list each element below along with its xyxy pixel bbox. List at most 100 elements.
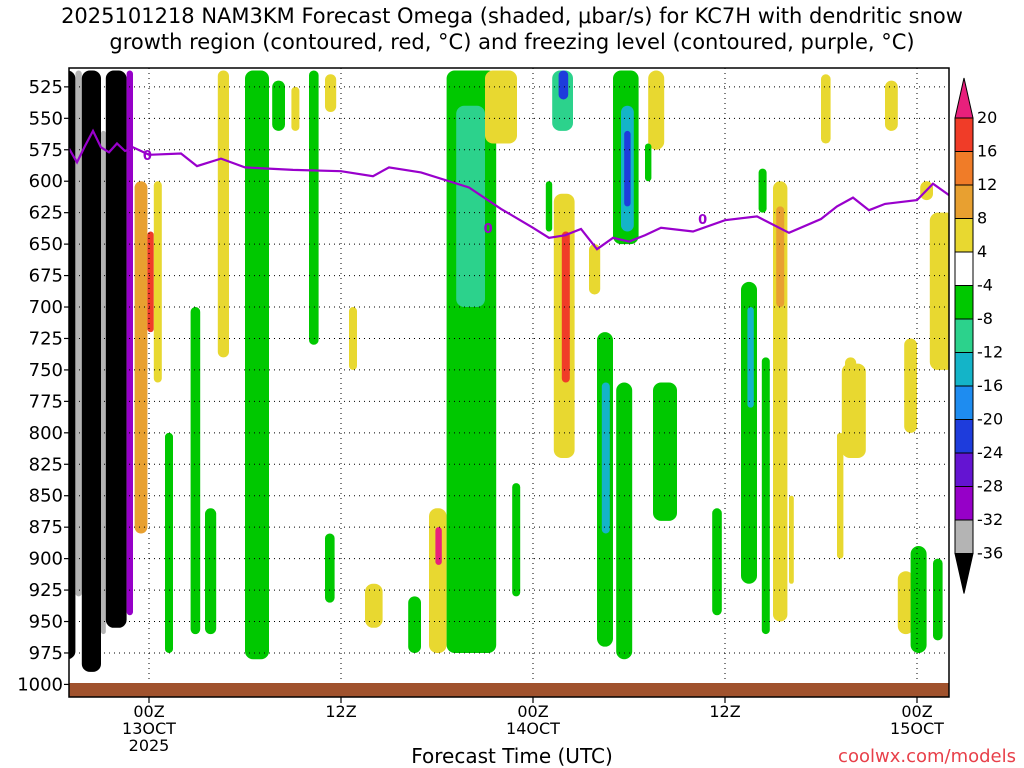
colorbar-swatch xyxy=(954,385,974,420)
colorbar-label: -28 xyxy=(977,477,1003,496)
plot-background xyxy=(69,68,949,697)
omega-cell xyxy=(512,483,521,597)
omega-cell xyxy=(365,583,383,628)
x-tick-label: 12Z xyxy=(709,702,740,721)
colorbar-label: -12 xyxy=(977,343,1003,362)
omega-cell xyxy=(325,74,337,113)
omega-cell xyxy=(653,382,677,521)
x-tick-date: 13OCT xyxy=(122,719,176,738)
omega-cell xyxy=(309,70,319,345)
y-tick-label: 550 xyxy=(29,108,63,129)
omega-cell xyxy=(910,546,927,653)
omega-cell xyxy=(408,596,421,653)
x-tick-label: 00Z xyxy=(901,702,932,721)
omega-cell xyxy=(456,105,485,308)
colorbar-swatch xyxy=(954,218,974,253)
omega-cell xyxy=(272,80,285,131)
omega-cell xyxy=(485,70,517,144)
colorbar-swatch xyxy=(954,151,974,186)
omega-cell xyxy=(245,70,269,660)
omega-cell xyxy=(429,508,447,653)
omega-cell xyxy=(153,181,162,383)
x-tick-label: 12Z xyxy=(325,702,356,721)
colorbar-bottom-arrow xyxy=(954,553,974,594)
colorbar-label: 8 xyxy=(977,209,987,228)
omega-cell xyxy=(134,181,148,534)
omega-cell xyxy=(776,206,785,308)
y-axis: 525 550 575 600 625 650 675 700 725 750 775 800 825 8… xyxy=(17,77,69,695)
omega-cell xyxy=(645,143,652,182)
y-tick-label: 975 xyxy=(29,643,63,664)
omega-cell xyxy=(545,181,553,232)
y-tick-label: 825 xyxy=(29,454,63,475)
omega-cell xyxy=(601,382,610,534)
colorbar-swatch xyxy=(954,318,974,353)
omega-cell xyxy=(291,86,300,131)
omega-cell xyxy=(761,357,770,635)
y-tick-label: 925 xyxy=(29,580,63,601)
colorbar-label: 16 xyxy=(977,142,997,161)
omega-cell xyxy=(821,74,831,144)
omega-cell xyxy=(205,508,217,635)
freezing-level-label: 0 xyxy=(143,149,152,164)
y-tick-label: 725 xyxy=(29,328,63,349)
omega-cell xyxy=(558,70,569,100)
colorbar-label: -20 xyxy=(977,410,1003,429)
colorbar-label: -16 xyxy=(977,376,1003,395)
freezing-level-label: 0 xyxy=(484,222,493,237)
omega-cell xyxy=(885,80,898,131)
colorbar-label: 4 xyxy=(977,242,987,261)
y-tick-label: 700 xyxy=(29,297,63,318)
omega-cell xyxy=(325,533,335,603)
colorbar-swatch xyxy=(954,251,974,286)
y-tick-label: 950 xyxy=(29,612,63,633)
omega-cell xyxy=(349,307,357,370)
credit-link[interactable]: coolwx.com/models xyxy=(838,746,1016,767)
y-tick-label: 775 xyxy=(29,391,63,412)
y-tick-label: 900 xyxy=(29,549,63,570)
omega-cell xyxy=(190,307,201,635)
freezing-level-label: 0 xyxy=(698,213,707,228)
omega-cell xyxy=(933,558,943,641)
omega-cell xyxy=(435,527,442,565)
colorbar-top-arrow xyxy=(954,77,974,119)
y-tick-label: 575 xyxy=(29,140,63,161)
omega-cell xyxy=(712,508,722,616)
y-tick-label: 600 xyxy=(29,171,63,192)
y-tick-label: 675 xyxy=(29,266,63,287)
omega-cell xyxy=(648,70,665,150)
colorbar-swatch xyxy=(954,285,974,320)
x-tick-label: 00Z xyxy=(133,702,164,721)
y-tick-label: 1000 xyxy=(17,674,63,695)
y-tick-label: 800 xyxy=(29,423,63,444)
x-tick-year: 2025 xyxy=(129,736,170,755)
colorbar-label: -4 xyxy=(977,276,993,295)
freezing-level-line xyxy=(69,128,949,251)
colorbar-label: -8 xyxy=(977,309,993,328)
omega-cell xyxy=(837,432,844,559)
colorbar-label: -24 xyxy=(977,443,1003,462)
omega-cell xyxy=(747,307,754,408)
omega-cell xyxy=(616,382,633,660)
y-tick-label: 525 xyxy=(29,77,63,98)
colorbar-swatch xyxy=(954,452,974,487)
x-axis-label: Forecast Time (UTC) xyxy=(411,744,613,768)
colorbar-swatch xyxy=(954,117,974,152)
omega-cell xyxy=(101,130,106,635)
omega-cell xyxy=(845,357,857,383)
colorbar-swatch xyxy=(954,519,974,554)
omega-cell xyxy=(561,231,570,383)
chart-title-line2: growth region (contoured, red, °C) and f… xyxy=(109,30,915,54)
omega-cell xyxy=(165,432,173,653)
omega-cell xyxy=(126,70,133,616)
colorbar-label: 20 xyxy=(977,108,997,127)
omega-cell xyxy=(904,338,917,433)
omega-cell xyxy=(75,70,82,597)
omega-cell xyxy=(789,495,794,584)
x-tick-date: 14OCT xyxy=(506,719,560,738)
omega-shading xyxy=(69,70,949,672)
colorbar-swatch xyxy=(954,486,974,521)
y-tick-label: 850 xyxy=(29,486,63,507)
